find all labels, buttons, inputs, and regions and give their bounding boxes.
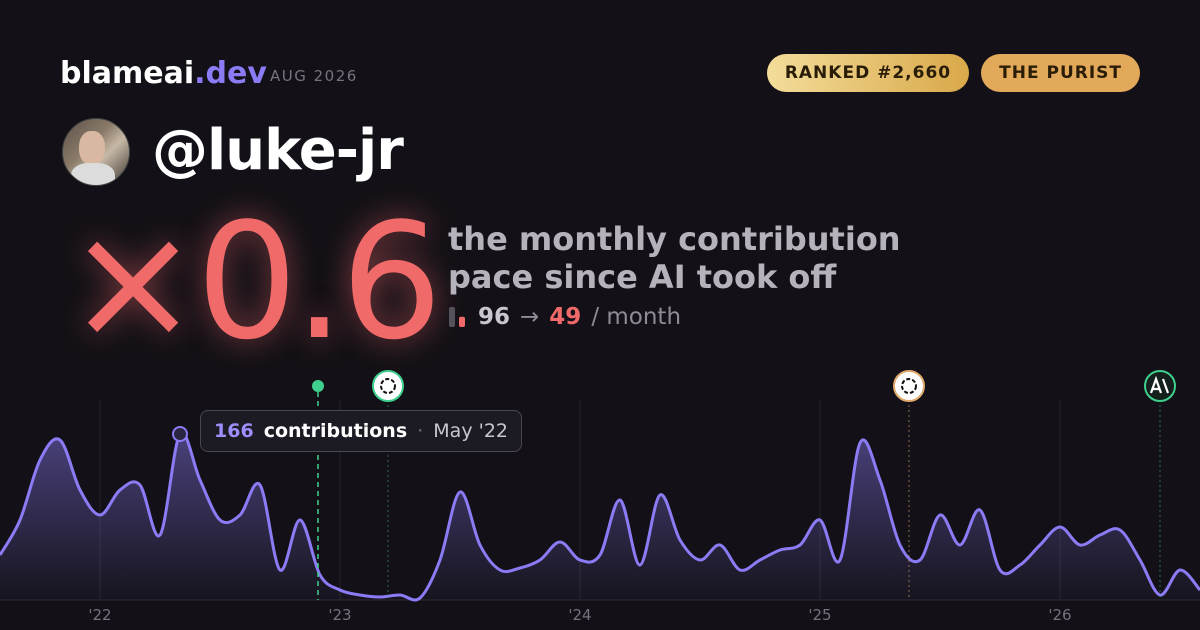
ai-marker-dot	[312, 380, 324, 392]
pace-before: 96	[478, 304, 511, 330]
username: @luke-jr	[152, 118, 404, 183]
openai-glyph	[380, 378, 396, 394]
brand-name: blameai	[60, 56, 195, 91]
x-tick-label: '26	[1048, 606, 1071, 624]
pace-unit: / month	[591, 304, 682, 330]
openai-icon	[893, 370, 925, 402]
tooltip-value: 166	[214, 420, 254, 442]
tooltip-label: contributions	[263, 420, 408, 442]
plot: '22 '23 '24 '25 '26	[0, 400, 1200, 624]
anthropic-icon	[1144, 370, 1176, 402]
pace-bars	[449, 307, 465, 327]
openai-icon	[372, 370, 404, 402]
pace-bar	[459, 316, 465, 327]
description-line: the monthly contribution	[448, 220, 901, 258]
description-line: pace since AI took off	[448, 258, 837, 296]
x-tick-label: '24	[568, 606, 591, 624]
brand: blameai.dev	[60, 56, 267, 91]
pace-after: 49	[549, 304, 582, 330]
multiplier: ×0.6	[66, 188, 443, 375]
anthropic-glyph	[1149, 375, 1170, 394]
line	[0, 431, 1200, 602]
pace: 96 → 49 / month	[448, 304, 681, 330]
x-tick-label: '25	[808, 606, 831, 624]
tooltip-date: May '22	[433, 420, 509, 442]
pace-bar	[449, 307, 455, 327]
openai-glyph	[901, 378, 917, 394]
rank-badge: RANKED #2,660	[766, 54, 970, 92]
x-tick-label: '23	[328, 606, 351, 624]
title-badge: THE PURIST	[981, 54, 1140, 92]
pace-arrow: →	[520, 304, 540, 330]
brand-tld: .dev	[194, 56, 267, 91]
badges: RANKED #2,660 THE PURIST	[755, 54, 1140, 92]
avatar	[62, 118, 130, 186]
description: the monthly contribution pace since AI t…	[448, 220, 901, 296]
period: AUG 2026	[270, 67, 358, 85]
tooltip: 166 contributions · May '22	[200, 410, 523, 452]
hover-point	[172, 426, 188, 442]
x-tick-label: '22	[88, 606, 111, 624]
area-fill	[0, 432, 1200, 601]
